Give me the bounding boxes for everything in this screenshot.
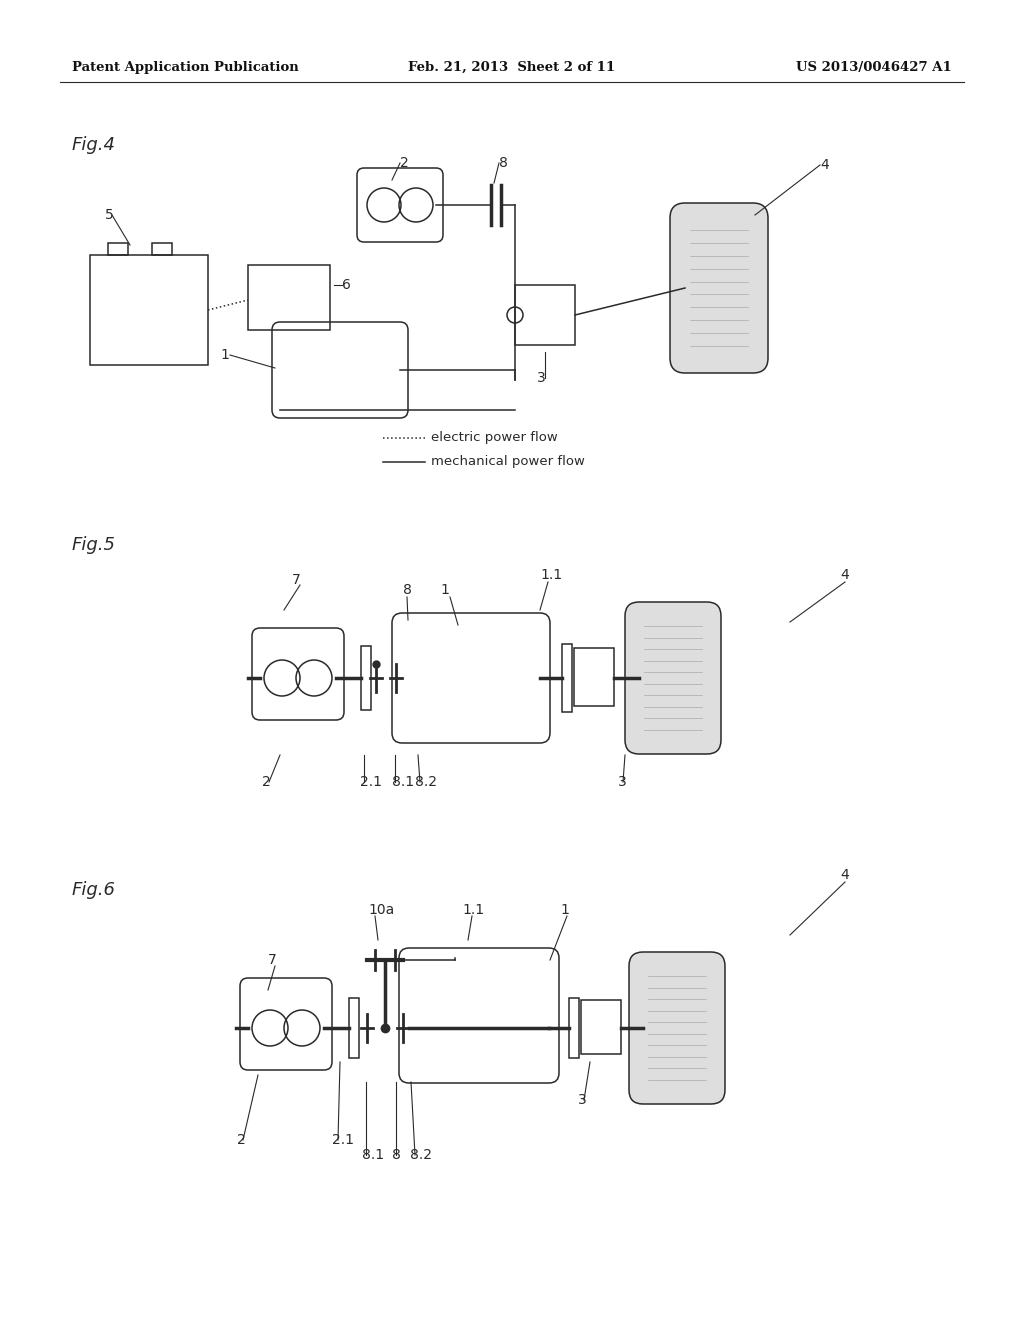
Text: 5: 5	[105, 209, 114, 222]
Text: 7: 7	[268, 953, 276, 968]
Text: 8.1: 8.1	[362, 1148, 384, 1162]
Text: 7: 7	[292, 573, 301, 587]
Bar	[248, 265, 330, 330]
Text: 1.1: 1.1	[462, 903, 484, 917]
Text: 1.1: 1.1	[540, 568, 562, 582]
Text: 1: 1	[220, 348, 229, 362]
Text: Feb. 21, 2013  Sheet 2 of 11: Feb. 21, 2013 Sheet 2 of 11	[409, 61, 615, 74]
Bar	[152, 243, 172, 255]
Bar	[574, 648, 614, 706]
Text: 8.2: 8.2	[410, 1148, 432, 1162]
Text: Fig.4: Fig.4	[72, 136, 116, 154]
Text: 10a: 10a	[368, 903, 394, 917]
Text: 2: 2	[262, 775, 270, 789]
Bar	[349, 998, 359, 1059]
Bar	[581, 1001, 621, 1053]
Text: electric power flow: electric power flow	[431, 432, 558, 445]
Text: 3: 3	[618, 775, 627, 789]
Text: 8.2: 8.2	[415, 775, 437, 789]
Text: 2.1: 2.1	[332, 1133, 354, 1147]
FancyBboxPatch shape	[629, 952, 725, 1104]
Bar	[361, 645, 371, 710]
Bar	[515, 285, 575, 345]
Text: 8.1: 8.1	[392, 775, 414, 789]
Text: 8: 8	[403, 583, 412, 597]
Text: 3: 3	[578, 1093, 587, 1107]
Text: 2.1: 2.1	[360, 775, 382, 789]
Text: Fig.6: Fig.6	[72, 880, 116, 899]
Bar	[108, 243, 128, 255]
Text: 4: 4	[820, 158, 828, 172]
Text: mechanical power flow: mechanical power flow	[431, 455, 585, 469]
Text: 1: 1	[560, 903, 569, 917]
Text: 2: 2	[400, 156, 409, 170]
Text: Patent Application Publication: Patent Application Publication	[72, 61, 299, 74]
Bar	[562, 644, 572, 711]
Text: 4: 4	[840, 869, 849, 882]
Text: 6: 6	[342, 279, 351, 292]
Text: 8: 8	[499, 156, 508, 170]
FancyBboxPatch shape	[670, 203, 768, 374]
Text: 1: 1	[440, 583, 449, 597]
Text: Fig.5: Fig.5	[72, 536, 116, 554]
Bar	[569, 998, 579, 1059]
Text: 4: 4	[840, 568, 849, 582]
Text: 3: 3	[537, 371, 546, 385]
FancyBboxPatch shape	[625, 602, 721, 754]
Text: US 2013/0046427 A1: US 2013/0046427 A1	[797, 61, 952, 74]
Text: 8: 8	[392, 1148, 400, 1162]
Bar	[90, 255, 208, 366]
Text: 2: 2	[237, 1133, 246, 1147]
